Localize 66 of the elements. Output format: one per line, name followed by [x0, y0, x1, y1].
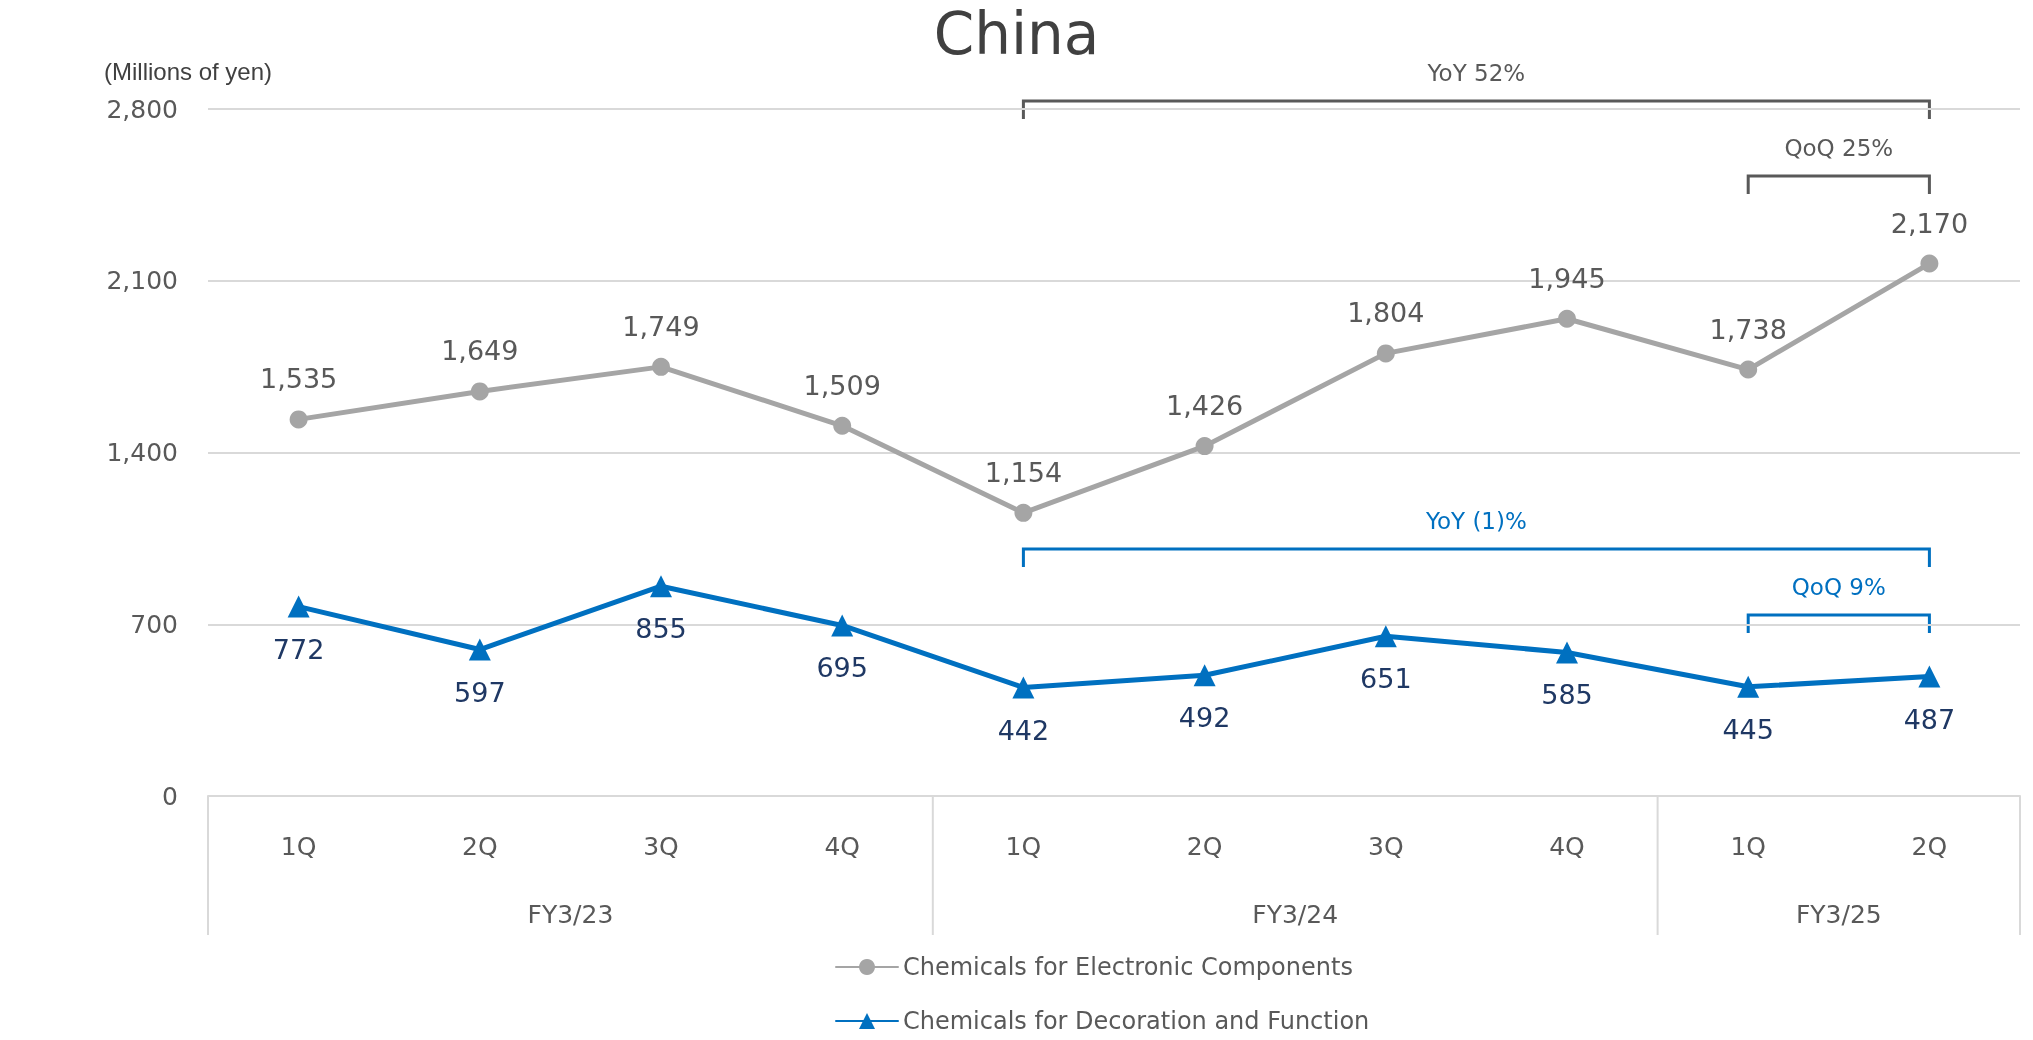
text: FY3/24: [1252, 899, 1339, 929]
y-tick-label: 700: [130, 609, 178, 639]
point: [1558, 309, 1576, 328]
point: [468, 638, 491, 661]
annotation: QoQ 25%: [1784, 135, 1894, 161]
y-tick-label: 0: [162, 781, 178, 811]
data-label: 1,749: [622, 310, 700, 342]
data-label: 487: [1903, 703, 1956, 735]
text: YoY 52%: [1426, 60, 1526, 86]
data-label: 597: [454, 676, 506, 708]
legend-label: Chemicals for Decoration and Function: [903, 1007, 1370, 1035]
y-tick-label: 2,100: [106, 266, 178, 296]
data-label: 695: [816, 652, 868, 684]
data-label: 1,804: [1347, 297, 1425, 329]
point: [652, 357, 670, 376]
point: [1376, 344, 1395, 363]
chart-title: China: [933, 0, 1100, 68]
x-tick-label: 2Q: [462, 832, 498, 861]
point: [1014, 503, 1033, 522]
data-label: 1,649: [441, 335, 519, 367]
data-label: 772: [272, 633, 325, 665]
data-label: 1,426: [1165, 390, 1244, 422]
point: [833, 416, 852, 435]
x-tick-label: 1Q: [1730, 832, 1766, 861]
x-tick-label: 4Q: [1549, 832, 1585, 861]
y-tick-label: 2,800: [106, 94, 178, 124]
annotation: YoY (1)%: [1424, 508, 1527, 534]
point: [1737, 675, 1760, 698]
point: [1374, 625, 1397, 648]
annotation: QoQ 9%: [1791, 574, 1886, 600]
x-tick-label: 2Q: [1911, 832, 1948, 861]
y-axis-title: (Millions of yen): [103, 57, 273, 85]
data-label: 585: [1541, 679, 1593, 711]
point: [1739, 360, 1758, 379]
point: [287, 595, 310, 618]
point: [289, 410, 308, 429]
data-label: 442: [997, 714, 1050, 746]
point: [470, 382, 489, 401]
point: [1556, 641, 1578, 664]
data-label: 492: [1178, 702, 1231, 734]
point: [1195, 437, 1214, 456]
data-label: 1,154: [984, 456, 1063, 488]
x-tick-label: 1Q: [1005, 832, 1042, 861]
point: [831, 614, 854, 637]
x-tick-label: 1Q: [280, 832, 317, 861]
data-label: 1,738: [1709, 313, 1787, 345]
data-label: 445: [1722, 713, 1774, 745]
text: FY3/25: [1795, 899, 1882, 929]
data-label: 2,170: [1890, 207, 1969, 239]
data-label: 1,945: [1528, 262, 1606, 294]
point: [650, 575, 672, 598]
data-label: 855: [635, 613, 687, 645]
legend-label: Chemicals for Electronic Components: [903, 953, 1353, 981]
point: [1918, 665, 1941, 688]
text: FY3/23: [527, 899, 614, 929]
x-tick-label: 2Q: [1186, 832, 1223, 861]
x-tick-label: 4Q: [824, 832, 860, 861]
data-label: 651: [1360, 663, 1412, 695]
point: [1193, 664, 1216, 687]
point: [1920, 254, 1939, 273]
data-label: 1,509: [803, 369, 881, 401]
data-label: 1,535: [259, 363, 338, 395]
y-tick-label: 1,400: [106, 438, 178, 467]
x-tick-label: 3Q: [1368, 832, 1404, 861]
x-tick-label: 3Q: [643, 832, 679, 861]
point: [1012, 676, 1035, 699]
